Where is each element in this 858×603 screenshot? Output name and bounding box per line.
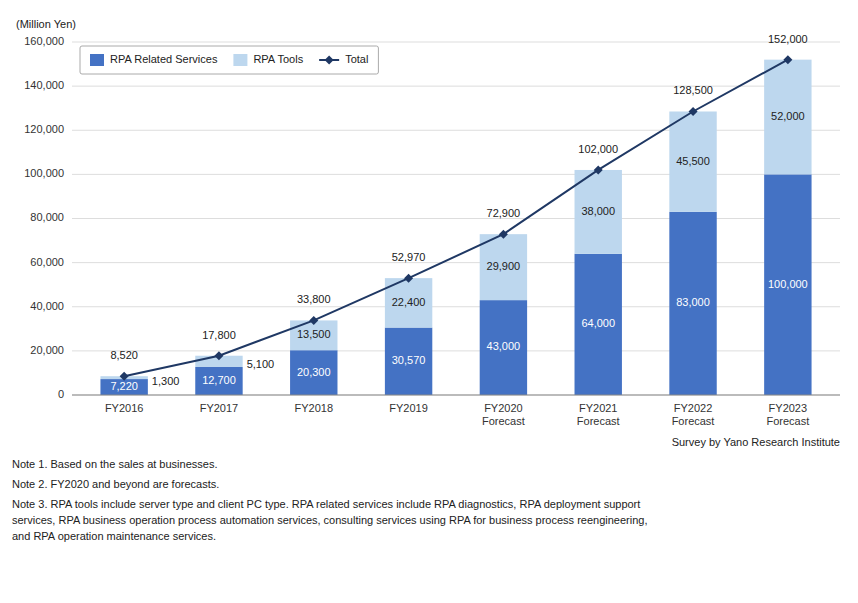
- x-tick-label: FY2023Forecast: [766, 402, 809, 427]
- y-tick-label: 0: [58, 388, 64, 400]
- data-label: 12,700: [202, 374, 236, 386]
- note: Note 1. Based on the sales at businesses…: [12, 458, 217, 470]
- data-label: 8,520: [110, 349, 138, 361]
- data-label: 128,500: [673, 84, 713, 96]
- bar: [480, 300, 527, 395]
- x-tick-label: FY2022Forecast: [672, 402, 715, 427]
- legend: RPA Related Services RPA Tools Total: [80, 46, 378, 74]
- y-tick-label: 120,000: [24, 123, 64, 135]
- data-label: 17,800: [202, 329, 236, 341]
- note: Note 3. RPA tools include server type an…: [12, 498, 647, 542]
- bar: [575, 254, 622, 395]
- data-label: 1,300: [152, 375, 180, 387]
- data-label: 13,500: [297, 328, 331, 340]
- y-tick-label: 40,000: [30, 300, 64, 312]
- legend-label: Total: [345, 53, 368, 65]
- chart: 0 20,000 40,000 60,000 80,000 100,000 120,000 1…: [0, 0, 858, 603]
- data-label: 33,800: [297, 293, 331, 305]
- line-marker: [783, 55, 792, 64]
- data-label: 45,500: [676, 155, 710, 167]
- x-tick-label: FY2018: [295, 402, 334, 414]
- grid-line: [72, 218, 840, 219]
- bar: [195, 367, 242, 395]
- x-tick-label: FY2019: [389, 402, 428, 414]
- bar: [575, 170, 622, 254]
- bar: [669, 212, 716, 395]
- data-label: 152,000: [768, 33, 808, 45]
- data-label: 29,900: [487, 260, 521, 272]
- bar: [764, 174, 811, 395]
- line-marker: [499, 230, 508, 239]
- bar: [669, 111, 716, 211]
- grid: [72, 42, 840, 395]
- data-label: 20,300: [297, 366, 331, 378]
- line-marker: [404, 274, 413, 283]
- legend-swatch: [90, 54, 104, 66]
- grid-line: [72, 350, 840, 351]
- data-label: 72,900: [487, 207, 521, 219]
- y-axis-label: (Million Yen): [16, 18, 76, 30]
- data-label: 43,000: [487, 340, 521, 352]
- data-label: 52,000: [771, 110, 805, 122]
- data-label: 30,570: [392, 354, 426, 366]
- marks: [100, 55, 811, 395]
- x-tick-label: FY2016: [105, 402, 144, 414]
- data-label: 5,100: [247, 358, 275, 370]
- y-tick-label: 20,000: [30, 344, 64, 356]
- x-tick-label: FY2020Forecast: [482, 402, 525, 427]
- data-label: 22,400: [392, 296, 426, 308]
- line-marker: [214, 351, 223, 360]
- grid-line: [72, 306, 840, 307]
- source-note: Survey by Yano Research Institute: [672, 436, 840, 448]
- line-marker: [594, 165, 603, 174]
- data-labels: 7,220 12,700 20,300 30,570 43,000 64,000 83,00…: [110, 33, 807, 392]
- bar: [764, 60, 811, 175]
- bar: [290, 350, 337, 395]
- line-marker: [689, 107, 698, 116]
- legend-swatch: [325, 56, 334, 65]
- grid-line: [72, 130, 840, 131]
- x-tick-label: FY2017: [200, 402, 239, 414]
- note: Note 2. FY2020 and beyond are forecasts.: [12, 478, 219, 490]
- x-axis: [72, 395, 840, 396]
- line-marker: [309, 316, 318, 325]
- y-tick-label: 160,000: [24, 35, 64, 47]
- y-tick-label: 80,000: [30, 211, 64, 223]
- grid-line: [72, 42, 840, 43]
- legend-swatch: [233, 54, 247, 66]
- data-label: 83,000: [676, 296, 710, 308]
- bar: [100, 379, 147, 395]
- grid-line: [72, 174, 840, 175]
- data-label: 102,000: [578, 143, 618, 155]
- y-tick-label: 60,000: [30, 256, 64, 268]
- y-tick-label: 140,000: [24, 79, 64, 91]
- data-label: 38,000: [581, 205, 615, 217]
- data-label: 7,220: [110, 380, 138, 392]
- legend-box: [80, 46, 378, 74]
- data-label: 100,000: [768, 278, 808, 290]
- y-tick-label: 100,000: [24, 167, 64, 179]
- legend-label: RPA Tools: [253, 53, 303, 65]
- line: [124, 60, 788, 377]
- bar: [385, 328, 432, 395]
- legend-label: RPA Related Services: [110, 53, 218, 65]
- grid-line: [72, 262, 840, 263]
- data-label: 64,000: [581, 317, 615, 329]
- x-tick-label: FY2021Forecast: [577, 402, 620, 427]
- grid-line: [72, 395, 840, 396]
- data-label: 52,970: [392, 251, 426, 263]
- grid-line: [72, 86, 840, 87]
- bar: [480, 234, 527, 300]
